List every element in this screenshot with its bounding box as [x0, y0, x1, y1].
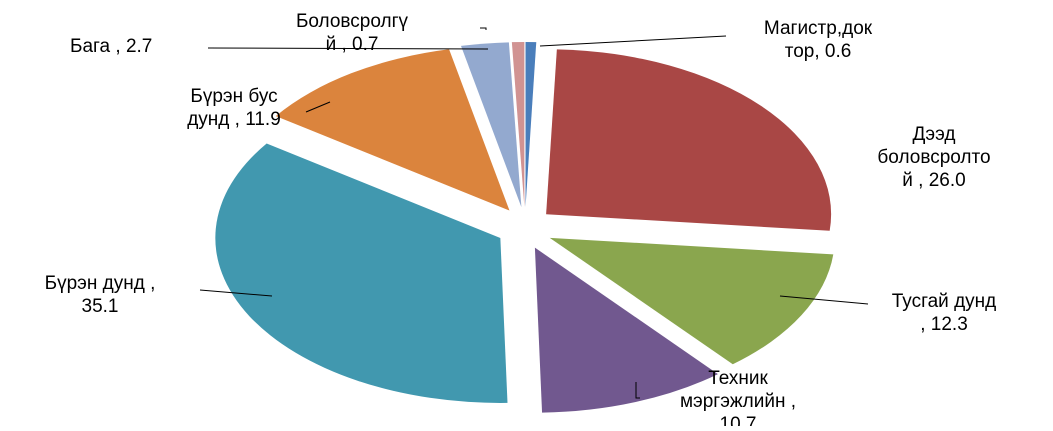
data-label-боловсролгүй: Боловсролгү й , 0.7 [296, 11, 409, 55]
pie-slice-боловсролгүй [511, 42, 525, 208]
leader-line-техник-мэргэжлийн [635, 382, 640, 399]
data-label-line: Техник [708, 368, 768, 389]
labels-layer: Магистр,док тор, 0.6 Дээд боловсролто й , 26… [45, 11, 997, 431]
leader-lines-layer [199, 27, 869, 399]
data-label-line: , 12.3 [920, 314, 968, 335]
data-label-line: Бага , 2.7 [70, 36, 152, 57]
data-label-line: Магистр,док [764, 18, 873, 39]
pie-slice-тусгай-дунд [549, 237, 834, 365]
data-label-line: Дээд [913, 124, 956, 145]
data-label-бүрэн-бус-дунд: Бүрэн бус дунд , 11.9 [187, 86, 281, 130]
data-label-бага: Бага , 2.7 [70, 36, 152, 57]
leader-line-бүрэн-дунд [199, 289, 273, 297]
data-label-line: Бүрэн бус [190, 86, 277, 107]
data-label-line: Боловсролгү [296, 11, 409, 32]
data-label-line: Бүрэн дунд , [45, 273, 156, 294]
pie-slice-бүрэн-бус-дунд [275, 49, 510, 211]
pie-slice-магистр-доктор [525, 42, 537, 208]
data-label-бүрэн-дунд: Бүрэн дунд , 35.1 [45, 273, 156, 317]
pie-slice-дээд-боловсролтой [546, 49, 832, 231]
data-label-тусгай-дунд: Тусгай дунд, 12.3 [892, 291, 996, 335]
slices-layer [215, 42, 834, 413]
leader-line-бүрэн-бус-дунд [305, 101, 331, 113]
data-label-line: 35.1 [82, 296, 119, 317]
data-label-line: дунд , 11.9 [187, 109, 281, 130]
data-label-line: тор, 0.6 [785, 41, 852, 62]
pie-slice-бага [460, 42, 522, 208]
leader-line-боловсролгүй [480, 27, 487, 30]
leader-line-бага [207, 47, 489, 50]
pie-slice-бүрэн-дунд [215, 143, 508, 403]
data-label-line: боловсролто [877, 147, 990, 168]
leader-line-магистр-доктор [539, 35, 727, 47]
data-label-line: мэргэжлийн , [680, 391, 796, 412]
data-label-дээд-боловсролтой: Дээд боловсролто й , 26.0 [877, 124, 990, 191]
data-label-line: й , 26.0 [902, 170, 965, 191]
leader-line-тусгай-дунд [779, 295, 869, 305]
data-label-магистр-доктор: Магистр,док тор, 0.6 [764, 18, 873, 62]
data-label-техник-мэргэжлийн: Техник мэргэжлийн , 10.7 [680, 368, 796, 426]
data-label-line: Тусгай дунд [892, 291, 996, 312]
data-label-line: й , 0.7 [326, 34, 379, 55]
pie-slice-техник-мэргэжлийн [534, 247, 718, 413]
data-label-line: 10.7 [720, 414, 757, 426]
